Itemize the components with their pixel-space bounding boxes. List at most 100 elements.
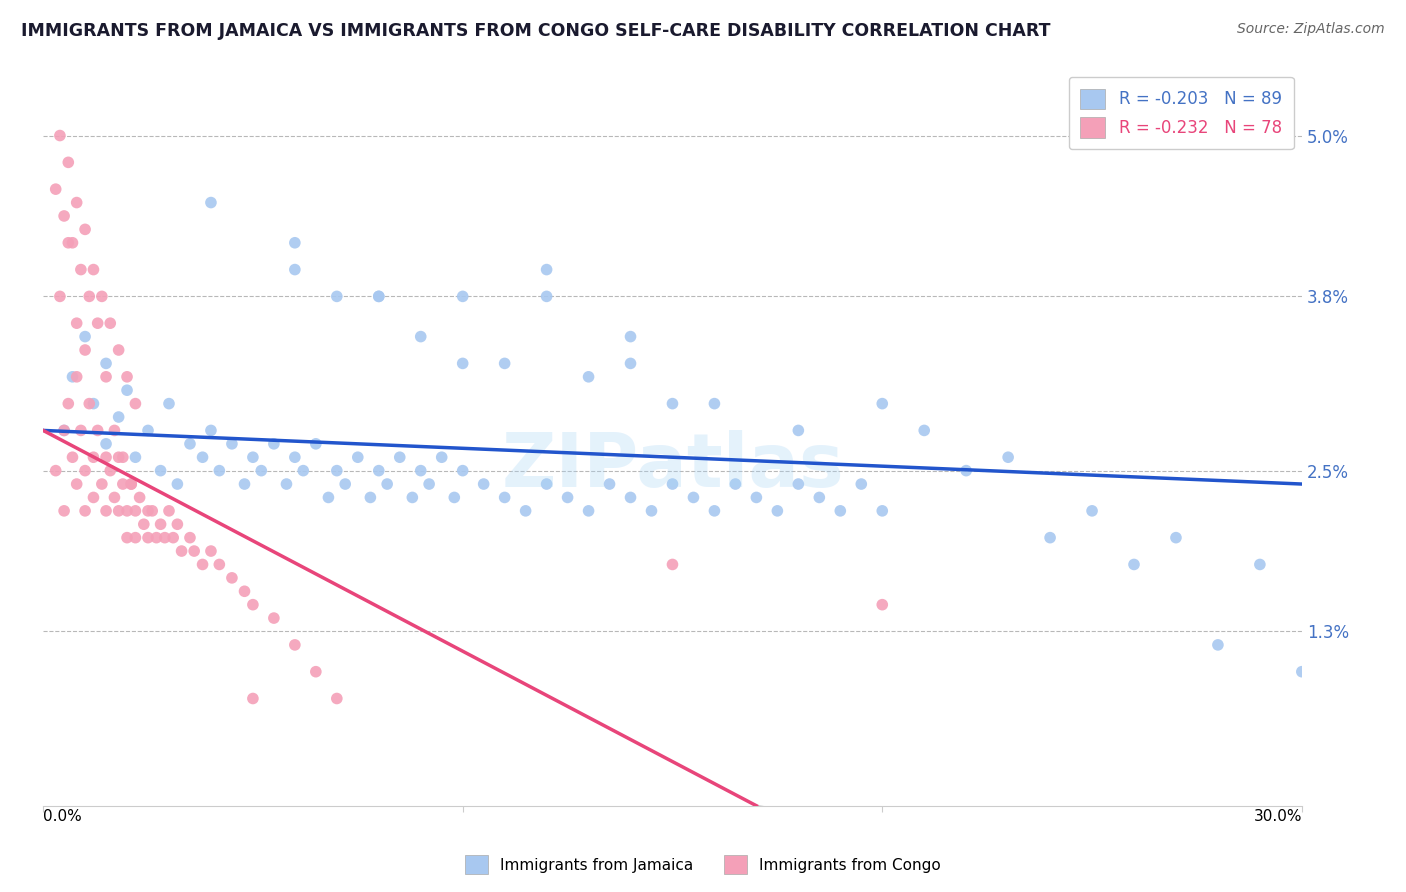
- Point: [430, 450, 453, 465]
- Point: [870, 504, 893, 518]
- Point: [787, 477, 810, 491]
- Point: [136, 531, 159, 545]
- Point: [870, 396, 893, 410]
- Point: [103, 491, 125, 505]
- Point: [578, 369, 600, 384]
- Point: [75, 329, 97, 343]
- Point: [90, 289, 112, 303]
- Point: [179, 531, 201, 545]
- Text: 0.0%: 0.0%: [44, 809, 82, 823]
- Point: [120, 477, 142, 491]
- Point: [145, 531, 167, 545]
- Point: [292, 464, 315, 478]
- Text: ZIPatlas: ZIPatlas: [501, 430, 844, 503]
- Point: [1081, 504, 1104, 518]
- Point: [619, 356, 641, 370]
- Point: [250, 464, 273, 478]
- Point: [82, 396, 104, 410]
- Point: [661, 477, 683, 491]
- Point: [124, 450, 146, 465]
- Point: [49, 289, 72, 303]
- Point: [955, 464, 977, 478]
- Point: [94, 356, 117, 370]
- Point: [124, 531, 146, 545]
- Point: [66, 195, 89, 210]
- Point: [1164, 531, 1187, 545]
- Point: [45, 464, 67, 478]
- Point: [58, 155, 80, 169]
- Point: [157, 504, 180, 518]
- Point: [536, 262, 558, 277]
- Point: [242, 598, 264, 612]
- Point: [70, 424, 93, 438]
- Point: [284, 235, 307, 250]
- Point: [53, 504, 76, 518]
- Point: [409, 464, 432, 478]
- Point: [326, 289, 349, 303]
- Point: [536, 289, 558, 303]
- Point: [830, 504, 852, 518]
- Point: [346, 450, 368, 465]
- Point: [53, 209, 76, 223]
- Point: [557, 491, 579, 505]
- Point: [661, 558, 683, 572]
- Point: [808, 491, 831, 505]
- Point: [62, 450, 84, 465]
- Point: [120, 477, 142, 491]
- Point: [200, 424, 222, 438]
- Point: [284, 450, 307, 465]
- Point: [70, 262, 93, 277]
- Point: [599, 477, 621, 491]
- Point: [62, 235, 84, 250]
- Point: [494, 491, 516, 505]
- Point: [75, 464, 97, 478]
- Point: [451, 289, 474, 303]
- Point: [305, 665, 328, 679]
- Point: [451, 356, 474, 370]
- Point: [997, 450, 1019, 465]
- Point: [191, 558, 214, 572]
- Point: [90, 477, 112, 491]
- Point: [115, 504, 138, 518]
- Point: [107, 504, 129, 518]
- Point: [208, 464, 231, 478]
- Point: [200, 195, 222, 210]
- Point: [75, 343, 97, 357]
- Point: [682, 491, 704, 505]
- Point: [162, 531, 184, 545]
- Point: [166, 517, 188, 532]
- Point: [75, 504, 97, 518]
- Point: [242, 450, 264, 465]
- Point: [115, 531, 138, 545]
- Point: [141, 504, 163, 518]
- Point: [124, 504, 146, 518]
- Text: IMMIGRANTS FROM JAMAICA VS IMMIGRANTS FROM CONGO SELF-CARE DISABILITY CORRELATIO: IMMIGRANTS FROM JAMAICA VS IMMIGRANTS FR…: [21, 22, 1050, 40]
- Point: [94, 369, 117, 384]
- Point: [318, 491, 340, 505]
- Point: [98, 464, 121, 478]
- Point: [367, 289, 389, 303]
- Point: [276, 477, 298, 491]
- Point: [136, 504, 159, 518]
- Text: 30.0%: 30.0%: [1253, 809, 1302, 823]
- Point: [157, 396, 180, 410]
- Point: [58, 396, 80, 410]
- Point: [107, 410, 129, 425]
- Point: [401, 491, 423, 505]
- Point: [335, 477, 357, 491]
- Point: [107, 343, 129, 357]
- Point: [75, 222, 97, 236]
- Point: [745, 491, 768, 505]
- Point: [77, 396, 100, 410]
- Point: [326, 691, 349, 706]
- Point: [49, 128, 72, 143]
- Point: [103, 424, 125, 438]
- Point: [221, 571, 243, 585]
- Point: [82, 450, 104, 465]
- Point: [66, 477, 89, 491]
- Point: [86, 316, 108, 330]
- Point: [107, 450, 129, 465]
- Point: [111, 477, 134, 491]
- Point: [86, 424, 108, 438]
- Point: [183, 544, 205, 558]
